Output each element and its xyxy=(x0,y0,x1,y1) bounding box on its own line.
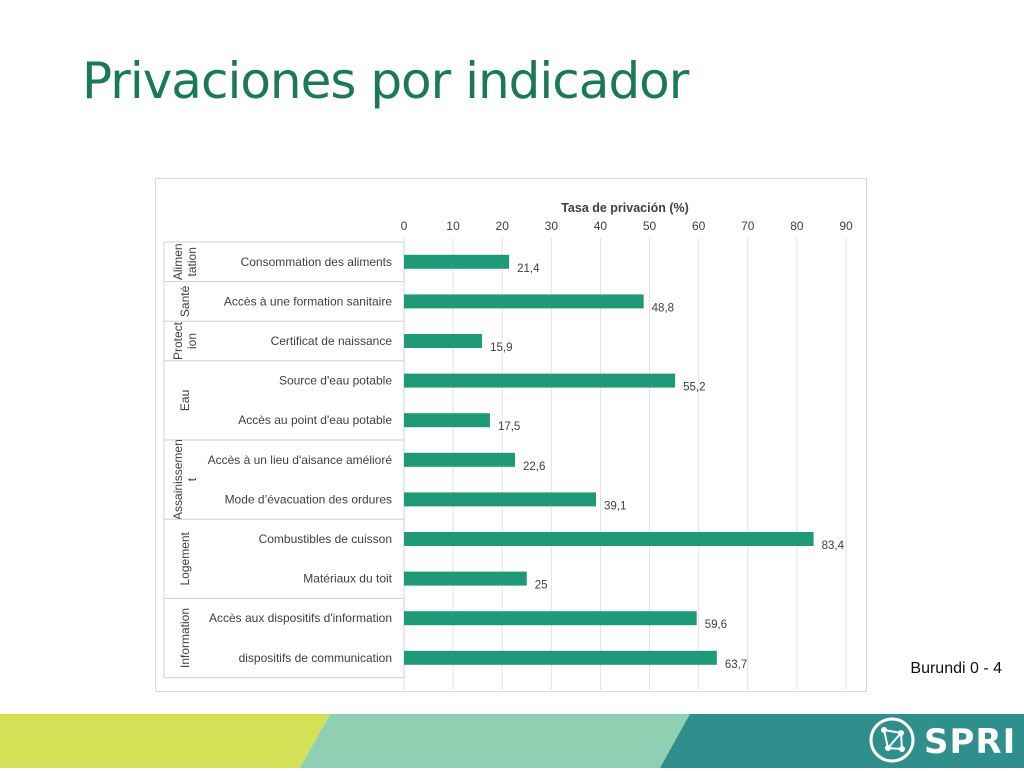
bar xyxy=(404,294,644,309)
x-tick-label: 40 xyxy=(594,219,608,233)
data-label: 21,4 xyxy=(517,263,540,275)
data-label: 55,2 xyxy=(683,382,705,394)
group-label: Santé xyxy=(178,285,192,317)
slide-title: Privaciones por indicador xyxy=(82,52,689,110)
x-tick-label: 50 xyxy=(643,219,657,233)
bar xyxy=(404,334,483,348)
category-label: dispositifs de communication xyxy=(239,651,392,665)
data-label: 25 xyxy=(535,580,548,592)
x-axis-title: Tasa de privación (%) xyxy=(561,201,689,215)
group-label: Alimentation xyxy=(171,243,199,280)
x-tick-label: 0 xyxy=(401,219,408,233)
data-label: 59,6 xyxy=(705,619,727,631)
country-footnote: Burundi 0 - 4 xyxy=(910,660,1002,677)
globe-network-icon xyxy=(869,717,915,763)
footer-band-mint xyxy=(300,714,760,768)
category-label: Mode d’évacuation des ordures xyxy=(225,492,392,506)
category-label: Accès à un lieu d'aisance amélioré xyxy=(208,453,393,467)
bar xyxy=(404,532,814,546)
logo-text: SPRI xyxy=(924,722,1017,762)
footer-band xyxy=(0,714,1024,768)
group-label: Protection xyxy=(171,321,199,360)
category-label: Certificat de naissance xyxy=(271,334,393,348)
x-tick-label: 20 xyxy=(496,219,510,233)
category-label: Accès au point d'eau potable xyxy=(238,413,392,427)
data-label: 22,6 xyxy=(523,461,545,473)
data-label: 83,4 xyxy=(822,540,845,552)
bar xyxy=(404,413,490,428)
x-tick-label: 80 xyxy=(790,219,804,233)
bar xyxy=(404,452,515,467)
data-label: 63,7 xyxy=(725,659,747,671)
bar-chart: Tasa de privación (%) 0 10 20 30 40 50 60 70 80 90… xyxy=(163,201,853,690)
bar xyxy=(404,254,510,269)
chart-frame: Tasa de privación (%) 0 10 20 30 40 50 60 70 80 90… xyxy=(155,178,867,692)
x-tick-label: 90 xyxy=(839,219,853,233)
group-label: Logement xyxy=(178,531,192,585)
group-label: Information xyxy=(178,608,192,668)
spri-logo: SPRI xyxy=(866,714,1016,766)
x-tick-label: 10 xyxy=(446,219,460,233)
category-label: Consommation des aliments xyxy=(241,255,392,269)
x-tick-label: 30 xyxy=(545,219,559,233)
data-label: 39,1 xyxy=(604,500,626,512)
bar xyxy=(404,611,697,626)
category-label: Source d'eau potable xyxy=(279,374,392,388)
category-label: Accès à une formation sanitaire xyxy=(224,294,392,308)
bar xyxy=(404,571,527,586)
data-label: 15,9 xyxy=(490,342,512,354)
bar xyxy=(404,650,717,665)
category-label: Combustibles de cuisson xyxy=(259,532,392,546)
data-label: 17,5 xyxy=(498,421,520,433)
category-label: Matériaux du toit xyxy=(303,572,392,586)
footer-band-teal xyxy=(660,714,1024,768)
group-label: Eau xyxy=(178,390,192,411)
bar xyxy=(404,492,597,507)
x-tick-label: 70 xyxy=(741,219,755,233)
x-tick-label: 60 xyxy=(692,219,706,233)
bar xyxy=(404,373,676,388)
footer-band-lime xyxy=(0,714,330,768)
group-label: Assainissement xyxy=(171,439,199,520)
category-label: Accès aux dispositifs d'information xyxy=(209,611,392,625)
data-label: 48,8 xyxy=(652,302,674,314)
